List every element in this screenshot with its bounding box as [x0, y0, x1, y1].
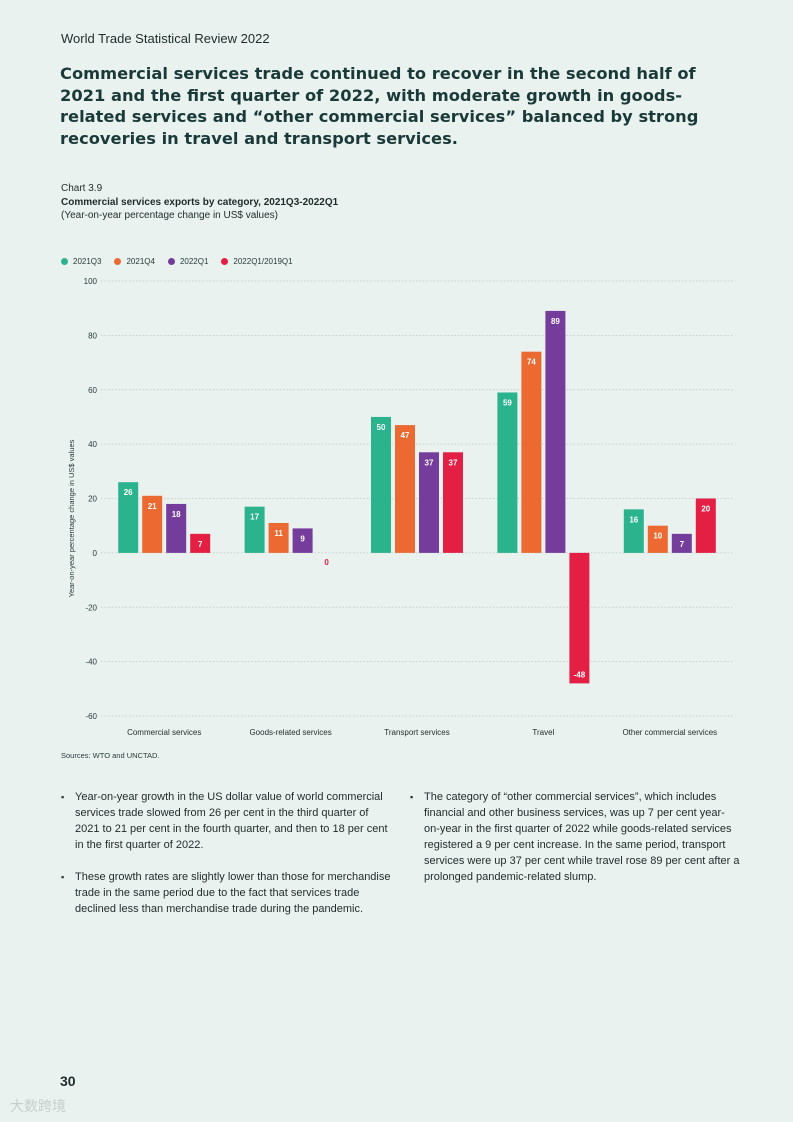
bar-value-label: 26 — [124, 488, 133, 497]
bullet-item: ▪ The category of “other commercial servi… — [410, 789, 740, 885]
bar — [695, 498, 716, 553]
bar — [521, 351, 542, 553]
legend-swatch — [167, 258, 175, 265]
bullet-list-left: ▪ Year-on-year growth in the US dollar va… — [61, 789, 391, 933]
bar — [371, 416, 391, 553]
x-category-label: Commercial services — [127, 728, 201, 737]
bar — [545, 310, 566, 553]
y-tick-label: -20 — [85, 603, 97, 612]
bullet-marker: ▪ — [410, 792, 414, 802]
legend-item: 2022Q1 — [167, 257, 209, 266]
chart-sources: Sources: WTO and UNCTAD. — [61, 751, 160, 760]
bar — [268, 522, 289, 553]
bar — [190, 533, 211, 553]
bullet-marker: ▪ — [61, 872, 65, 882]
bar — [166, 503, 187, 553]
y-tick-label: 40 — [88, 440, 97, 449]
bar — [292, 528, 313, 553]
bullet-marker: ▪ — [61, 792, 65, 802]
bullet-item: ▪ These growth rates are slightly lower t… — [61, 869, 391, 917]
bar-value-label: 18 — [172, 510, 181, 519]
chart-header: Chart 3.9 Commercial services exports by… — [61, 182, 338, 223]
x-category-label: Transport services — [384, 728, 450, 737]
legend-item: 2021Q4 — [114, 257, 155, 266]
chart-number: Chart 3.9 — [61, 183, 103, 194]
watermark: 大数跨境 — [10, 1099, 66, 1115]
legend-item: 2022Q1/2019Q1 — [221, 257, 293, 266]
bar — [497, 392, 518, 553]
y-tick-label: 60 — [88, 386, 97, 395]
bar — [419, 452, 439, 553]
y-tick-label: 80 — [88, 331, 97, 340]
legend-label: 2021Q3 — [73, 257, 102, 266]
bar-value-label: 50 — [377, 423, 386, 432]
bar — [244, 506, 265, 553]
chart-legend: 2021Q3 2021Q4 2022Q1 2022Q1/2019Q1 — [61, 257, 293, 266]
bar-value-label: 37 — [449, 458, 458, 467]
bar-value-label: 7 — [680, 540, 685, 549]
bar — [671, 533, 692, 553]
bar-value-label: 74 — [527, 358, 536, 367]
bar-value-label: 9 — [300, 534, 305, 543]
legend-label: 2022Q1/2019Q1 — [233, 257, 293, 266]
page-headline: Commercial services trade continued to r… — [60, 64, 699, 148]
legend-swatch — [61, 258, 68, 265]
bar-value-label: -48 — [574, 670, 586, 679]
bullet-list-right: ▪ The category of “other commercial servi… — [410, 789, 740, 901]
bar — [443, 452, 463, 553]
bar-value-label: 7 — [198, 540, 203, 549]
bar — [142, 495, 163, 553]
bullet-item: ▪ Year-on-year growth in the US dollar va… — [61, 789, 391, 853]
legend-label: 2021Q4 — [126, 257, 155, 266]
legend-swatch — [114, 258, 122, 265]
y-tick-label: 20 — [88, 495, 97, 504]
bar-value-label: 10 — [653, 532, 662, 541]
bullet-text: Year-on-year growth in the US dollar val… — [75, 791, 388, 851]
bar-value-label: 16 — [629, 515, 638, 524]
y-tick-label: 0 — [93, 549, 98, 558]
legend-swatch — [221, 258, 229, 265]
bullet-text: The category of “other commercial servic… — [424, 791, 740, 883]
y-tick-label: -40 — [85, 658, 97, 667]
x-category-label: Other commercial services — [622, 728, 717, 737]
bar-value-label: 21 — [148, 502, 157, 511]
bar — [118, 482, 139, 553]
x-category-label: Travel — [532, 728, 554, 737]
y-tick-label: -60 — [85, 712, 97, 721]
bar-value-label: 17 — [250, 513, 259, 522]
bar-value-label: 20 — [701, 505, 710, 514]
x-category-label: Goods-related services — [249, 728, 331, 737]
bar-value-label: 89 — [551, 317, 560, 326]
page-number: 30 — [60, 1073, 76, 1089]
bar — [395, 425, 415, 553]
bar-value-label: 47 — [401, 431, 410, 440]
y-axis-label: Year-on-year percentage change in US$ va… — [67, 439, 76, 597]
legend-item: 2021Q3 — [61, 257, 101, 266]
bar-value-label: 0 — [324, 558, 329, 567]
bar-value-label: 37 — [425, 458, 434, 467]
legend-label: 2022Q1 — [179, 257, 209, 266]
y-tick-label: 100 — [84, 277, 98, 286]
bar-value-label: 59 — [503, 398, 512, 407]
chart-subtitle: (Year-on-year percentage change in US$ v… — [61, 210, 278, 221]
bar-value-label: 11 — [274, 529, 283, 538]
running-head: World Trade Statistical Review 2022 — [61, 31, 270, 46]
chart-title: Commercial services exports by category,… — [61, 196, 339, 208]
bar — [647, 525, 668, 553]
bar — [569, 552, 590, 684]
bar — [623, 509, 644, 553]
bullet-text: These growth rates are slightly lower th… — [75, 871, 391, 915]
